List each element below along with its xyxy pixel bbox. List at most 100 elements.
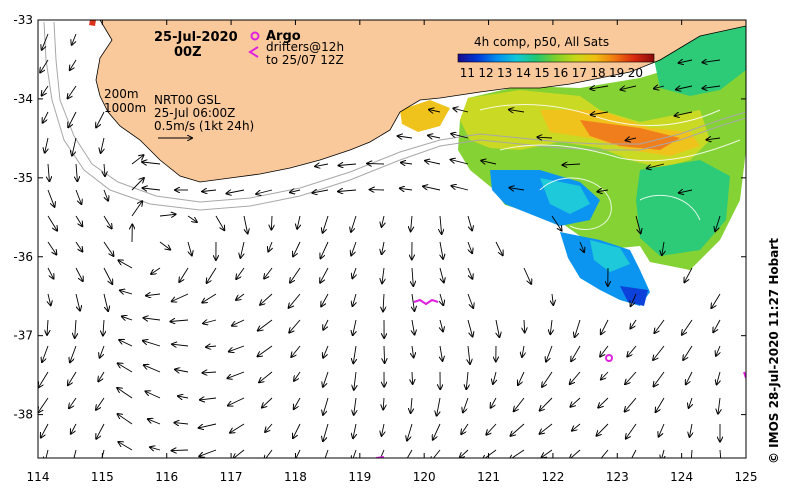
current-arrow [236,267,245,279]
current-arrow [591,112,609,115]
lat-tick-label: -38 [13,408,33,422]
current-arrow [103,267,112,284]
current-arrow [159,214,176,216]
current-arrow [467,267,472,279]
current-arrow [118,260,133,269]
current-arrow [654,371,665,386]
current-arrow [291,345,301,357]
current-arrow [383,293,384,311]
current-arrow [354,371,356,390]
current-arrow [73,449,77,458]
current-arrow [215,215,224,230]
current-arrow [131,201,142,217]
current-arrow [676,86,693,90]
current-product-label: NRT00 GSL [154,93,221,107]
current-arrow [662,241,664,255]
argo-float-marker [605,354,613,362]
current-arrow [199,423,217,428]
lon-tick-label: 125 [735,470,758,484]
current-arrow [518,371,525,385]
current-arrow [271,215,272,230]
current-arrow [495,241,503,255]
current-arrow [367,164,385,165]
current-arrow [451,134,469,139]
current-arrow [233,449,245,458]
current-arrow [172,450,189,451]
lon-tick-label: 117 [220,470,243,484]
lat-tick-label: -33 [13,13,33,27]
colorbar-tick-label: 13 [497,66,512,80]
current-arrow [174,423,189,424]
current-arrow [290,267,301,283]
current-arrow [626,423,637,439]
current-arrow [131,155,144,165]
current-arrow [75,319,76,338]
current-arrow [598,397,609,408]
current-arrow [323,319,329,330]
current-arrow [268,241,272,252]
current-arrow [320,267,329,283]
lon-tick-label: 116 [155,470,178,484]
current-arrow [75,241,82,252]
current-arrow [236,293,245,300]
lat-tick-label: -34 [13,92,33,106]
current-arrow [98,371,105,381]
current-arrow [47,189,55,207]
current-arrow [323,371,329,387]
current-arrow [206,346,217,347]
current-arrow [71,423,77,434]
current-arrow [716,345,720,356]
current-arrow [400,188,413,190]
time-label: 00Z [174,45,202,60]
current-arrow [383,397,384,409]
current-arrow [659,423,665,437]
current-arrow [702,86,721,88]
current-arrow [43,111,49,123]
current-arrow [104,189,108,201]
current-arrow [524,319,525,332]
current-arrow [440,319,443,331]
current-arrow [256,189,273,194]
current-arrow [467,293,473,308]
current-arrow [41,423,49,438]
current-arrow [104,163,105,176]
current-arrow [240,241,245,258]
colorbar-title: 4h comp, p50, All Sats [474,35,609,49]
current-arrow [684,267,693,282]
current-arrow [290,190,301,192]
current-arrow [103,241,114,256]
current-arrow [483,449,497,458]
current-arrow [258,345,273,356]
current-arrow [47,241,56,255]
current-arrow [40,59,49,73]
argo-legend-icon [250,31,260,41]
current-arrow [243,215,248,233]
current-arrow [143,188,161,190]
current-arrow [297,215,300,229]
current-arrow [338,190,357,192]
current-arrow [142,162,161,164]
current-arrow [339,164,357,166]
colorbar-tick-label: 16 [553,66,568,80]
current-arrow [75,189,81,204]
current-arrow [351,241,357,255]
current-arrow [96,111,105,127]
current-arrow [75,293,80,311]
current-arrow [682,319,693,335]
current-arrow [72,33,77,45]
current-arrow [440,215,442,234]
current-arrow [159,241,170,250]
credit-label: © IMOS 28-Jul-2020 11:27 Hobart [767,238,781,464]
current-arrow [718,397,720,414]
current-arrow [315,164,329,166]
colorbar-tick-label: 14 [516,66,531,80]
current-arrow [493,371,496,384]
current-arrow [715,215,721,231]
lat-tick-label: -37 [13,329,33,343]
current-arrow [230,423,245,433]
current-arrow [199,449,217,456]
current-arrow [131,178,144,191]
current-arrow [411,397,412,413]
current-arrow [537,137,553,138]
